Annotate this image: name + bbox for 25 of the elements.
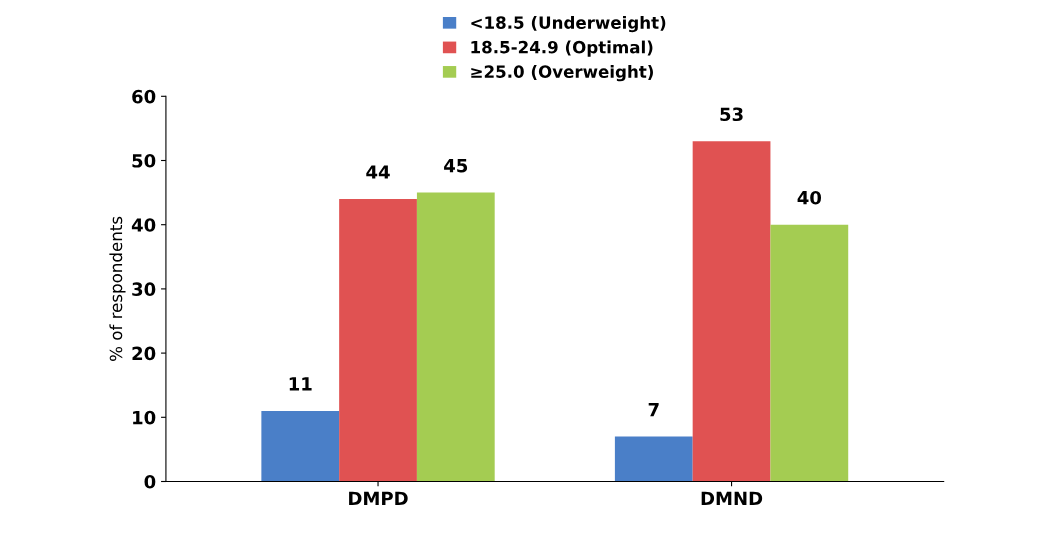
data-label: 7 (648, 402, 659, 417)
y-tick-label: 20 (132, 346, 156, 361)
y-tick-label: 60 (132, 89, 156, 104)
bar (339, 199, 417, 482)
data-label: 11 (289, 377, 312, 391)
y-tick-label: 0 (144, 474, 156, 489)
legend-label: 18.5-24.9 (Optimal) (471, 40, 653, 57)
y-axis-title: % of respondents (109, 216, 126, 361)
bar (614, 436, 693, 482)
x-tick-label: DMPD (349, 491, 408, 505)
data-label: 40 (797, 190, 822, 205)
y-tick-label: 10 (133, 410, 156, 425)
legend-label: <18.5 (Underweight) (471, 15, 666, 33)
bar (261, 410, 340, 482)
bar (692, 141, 771, 482)
data-label: 53 (720, 107, 743, 122)
bar (416, 192, 495, 482)
data-label: 45 (444, 159, 468, 173)
legend-label: ≥25.0 (Overweight) (471, 65, 653, 82)
y-tick-label: 40 (131, 218, 156, 232)
y-tick-label: 30 (132, 282, 156, 297)
y-tick-label: 50 (132, 153, 156, 168)
data-label: 44 (366, 165, 390, 179)
x-tick-label: DMND (701, 491, 763, 505)
bar (770, 224, 849, 482)
